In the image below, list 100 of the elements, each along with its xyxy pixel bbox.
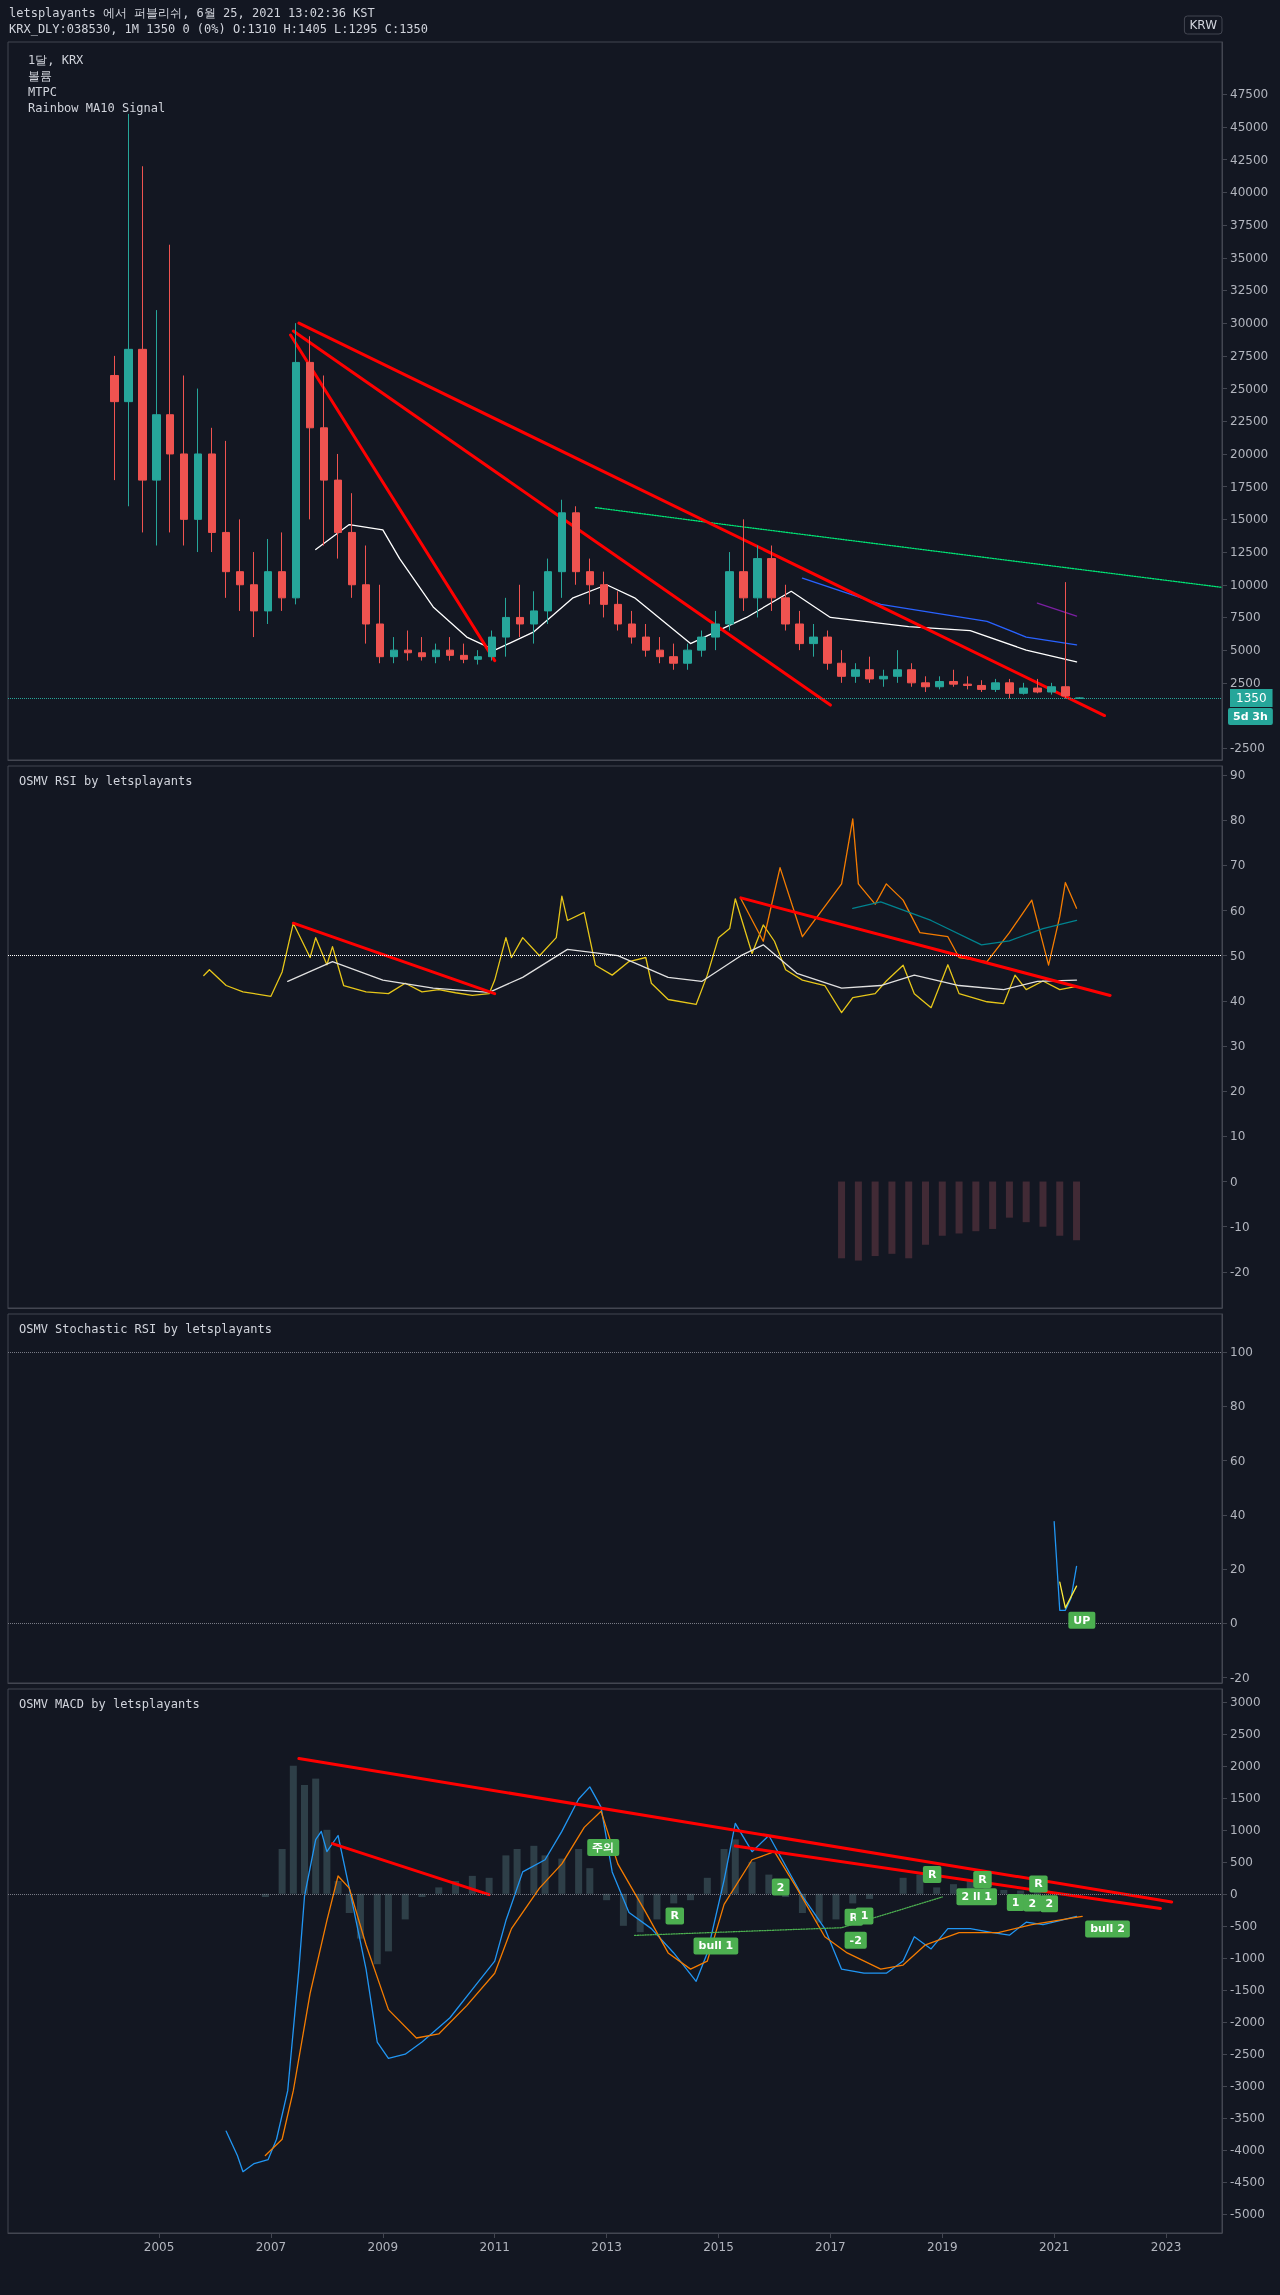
y-tick-label: 32500	[1230, 283, 1269, 298]
annotation: 주의	[592, 1840, 615, 1854]
candlestick	[292, 322, 300, 605]
y-tick-label: 90	[1230, 768, 1246, 783]
candlestick	[1061, 581, 1070, 700]
candlestick	[739, 518, 748, 612]
bar	[530, 1845, 538, 1894]
candlestick	[1033, 678, 1042, 694]
chart-subtitle: KRX_DLY:038530, 1M 1350 0 (0%) O:1310 H:1405 L:1295 C:1350	[9, 22, 429, 36]
y-tick-label: 35000	[1230, 250, 1269, 265]
annotation: 볼륨	[28, 69, 52, 83]
annotation: MTPC	[28, 85, 57, 99]
candlestick	[166, 244, 174, 533]
y-tick-label: 50	[1230, 948, 1246, 963]
candlestick	[558, 499, 566, 599]
bar	[541, 1855, 549, 1894]
y-tick-label: -3500	[1230, 2110, 1265, 2125]
annotation: R	[670, 1909, 680, 1923]
x-tick-label: 2007	[255, 2240, 287, 2254]
candlestick	[837, 649, 846, 684]
bar	[653, 1893, 661, 1920]
x-tick-label: 2011	[479, 2240, 510, 2254]
y-tick-label: 5000	[1230, 643, 1261, 658]
y-tick-label: -2000	[1230, 2014, 1265, 2029]
y-tick-label: 80	[1230, 1399, 1246, 1414]
bar	[323, 1829, 331, 1894]
y-tick-label: 0	[1230, 1616, 1238, 1631]
bar	[619, 1893, 627, 1926]
bar	[703, 1877, 711, 1894]
candlestick	[180, 375, 188, 547]
annotation: 2 ll 1	[961, 1890, 992, 1904]
bar	[933, 1887, 941, 1894]
y-tick-label: -10	[1230, 1219, 1250, 1234]
y-tick-label: 45000	[1230, 120, 1269, 135]
y-tick-label: -2500	[1230, 2046, 1265, 2061]
candlestick	[683, 643, 692, 671]
candlestick	[935, 675, 944, 690]
candlestick	[767, 545, 776, 612]
y-tick-label: 2000	[1230, 1758, 1261, 1773]
annotation: -2	[849, 1933, 862, 1947]
x-tick-label: 2015	[703, 2240, 734, 2254]
bar	[849, 1893, 857, 1904]
candlestick	[725, 551, 734, 632]
y-tick-label: -1000	[1230, 1950, 1265, 1965]
x-tick-label: 2013	[591, 2240, 622, 2254]
candlestick	[138, 165, 147, 533]
y-tick-label: -20	[1230, 1264, 1250, 1279]
text: OSMV RSI by letsplayants	[19, 774, 193, 788]
candlestick	[1047, 682, 1056, 696]
y-tick-label: 0	[1230, 1886, 1238, 1901]
y-tick-label: 27500	[1230, 348, 1269, 363]
annotation: bull 1	[698, 1939, 734, 1953]
candlestick	[823, 630, 832, 671]
line-series	[740, 818, 1078, 966]
y-tick-label: 37500	[1230, 218, 1269, 233]
bar	[558, 1858, 566, 1894]
bar	[513, 1849, 521, 1894]
y-tick-label: -2500	[1230, 741, 1265, 756]
candlestick	[656, 636, 664, 664]
y-tick-label: 30000	[1230, 316, 1269, 331]
y-tick-label: 3000	[1230, 1694, 1261, 1709]
candlestick	[628, 610, 636, 645]
candlestick	[152, 309, 161, 547]
candlestick	[320, 375, 328, 547]
candlestick	[669, 643, 678, 671]
y-tick-label: 1000	[1230, 1822, 1261, 1837]
y-tick-label: 20	[1230, 1562, 1246, 1577]
candlestick	[110, 355, 119, 481]
candlestick	[208, 427, 216, 553]
y-tick-label: -5000	[1230, 2206, 1265, 2221]
bar	[289, 1765, 297, 1894]
bar	[485, 1877, 493, 1894]
candlestick	[1019, 682, 1028, 696]
candlestick	[460, 643, 468, 664]
bar	[502, 1855, 510, 1894]
candlestick	[879, 669, 888, 688]
y-tick-label: 22500	[1230, 414, 1269, 429]
annotation: R	[1034, 1877, 1044, 1891]
candlestick	[711, 610, 720, 651]
ref-line-label: 1350	[1236, 690, 1267, 705]
candlestick	[502, 597, 510, 658]
bar	[731, 1839, 739, 1894]
annotation: bull 2	[1090, 1922, 1125, 1936]
candlestick	[642, 623, 650, 658]
candlestick	[194, 388, 202, 553]
bar	[575, 1849, 583, 1894]
y-tick-label: 30	[1230, 1039, 1246, 1054]
x-tick-label: 2005	[143, 2240, 175, 2254]
candlestick	[236, 518, 244, 612]
y-tick-label: 0	[1230, 1174, 1238, 1189]
bar	[949, 1884, 957, 1894]
candlestick	[418, 636, 426, 662]
bar	[1017, 1890, 1025, 1894]
candlestick	[991, 678, 1000, 693]
candlestick	[865, 656, 874, 684]
annotation: 2	[776, 1880, 785, 1894]
candlestick	[222, 440, 230, 599]
y-tick-label: 40	[1230, 993, 1246, 1008]
candlestick	[781, 584, 790, 632]
x-tick-label: 2009	[367, 2240, 399, 2254]
